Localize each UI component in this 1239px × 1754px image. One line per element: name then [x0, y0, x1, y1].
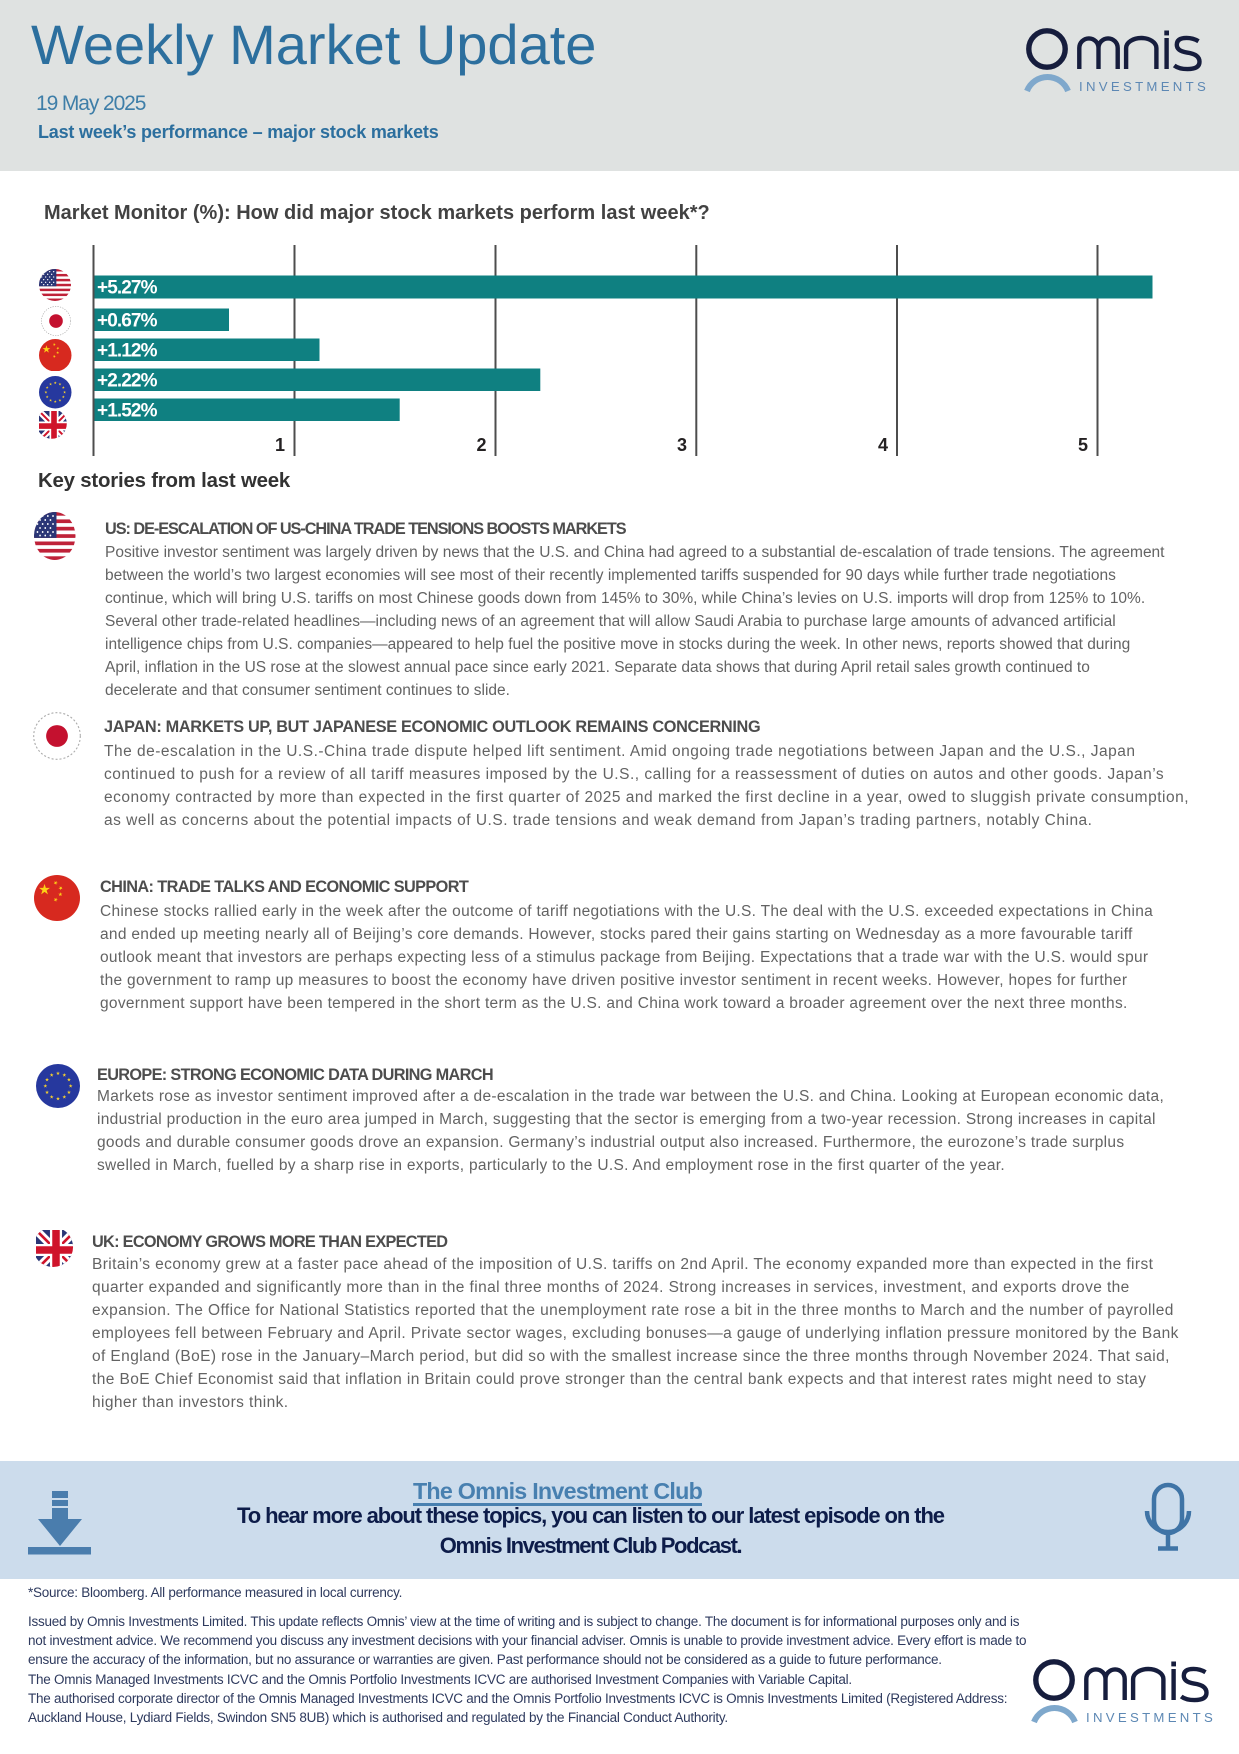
svg-text:+2.22%: +2.22% — [97, 370, 158, 391]
svg-text:5: 5 — [1078, 435, 1088, 455]
svg-text:4: 4 — [878, 435, 888, 455]
svg-text:+5.27%: +5.27% — [97, 277, 158, 298]
svg-text:+1.12%: +1.12% — [97, 340, 158, 361]
svg-text:2: 2 — [476, 435, 486, 455]
svg-text:+0.67%: +0.67% — [97, 310, 158, 331]
svg-text:3: 3 — [677, 435, 687, 455]
svg-text:1: 1 — [275, 435, 285, 455]
svg-text:+1.52%: +1.52% — [97, 400, 158, 421]
